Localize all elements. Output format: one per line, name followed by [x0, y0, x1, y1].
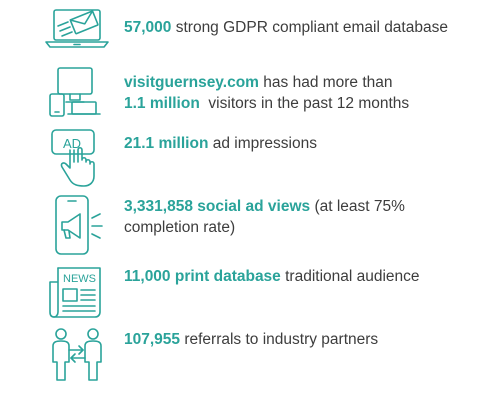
stat-row-ad-impressions: AD 21.1 million ad impressions — [0, 128, 500, 190]
stat-highlight: visitguernsey.com — [124, 74, 259, 91]
devices-icon — [44, 64, 110, 120]
stat-description: has had more than — [258, 74, 393, 91]
stat-text-ad-impressions: 21.1 million ad impressions — [124, 133, 494, 154]
phone-megaphone-icon — [44, 194, 110, 256]
stat-text-website: visitguernsey.com has had more than 1.1 … — [124, 72, 494, 114]
newspaper-icon: NEWS — [44, 264, 110, 320]
stat-description: referrals to industry partners — [180, 331, 379, 348]
laptop-email-icon — [44, 4, 110, 52]
stat-row-email: 57,000 strong GDPR compliant email datab… — [0, 4, 500, 54]
stat-highlight: 11,000 print database — [124, 268, 281, 285]
stat-highlight: 107,955 — [124, 331, 181, 348]
stat-description: (at least 75% — [310, 198, 405, 215]
stat-line-1: visitguernsey.com has had more than — [124, 72, 494, 93]
stat-text-print-database: 11,000 print database traditional audien… — [124, 266, 494, 287]
stat-description: ad impressions — [208, 135, 317, 152]
stat-text-email: 57,000 strong GDPR compliant email datab… — [124, 17, 494, 38]
news-label: NEWS — [63, 273, 96, 285]
stat-text-referrals: 107,955 referrals to industry partners — [124, 329, 494, 350]
referral-people-icon — [44, 326, 110, 384]
stat-line-2: 1.1 million visitors in the past 12 mont… — [124, 93, 494, 114]
stat-highlight: 3,331,858 social ad views — [124, 198, 311, 215]
stat-description-2: visitors in the past 12 months — [199, 95, 410, 112]
stat-line-2: completion rate) — [124, 219, 236, 236]
stat-description: strong GDPR compliant email database — [171, 19, 448, 36]
stat-row-print-database: NEWS 11,000 print database traditional a… — [0, 262, 500, 320]
stat-row-referrals: 107,955 referrals to industry partners — [0, 326, 500, 386]
stat-highlight: 21.1 million — [124, 135, 209, 152]
ad-click-icon: AD — [44, 128, 110, 190]
stat-text-social-ad-views: 3,331,858 social ad views (at least 75% … — [124, 196, 494, 238]
stat-row-social-ad-views: 3,331,858 social ad views (at least 75% … — [0, 190, 500, 258]
ad-label: AD — [63, 136, 81, 151]
stat-highlight-2: 1.1 million — [124, 95, 200, 112]
stat-highlight: 57,000 — [124, 19, 172, 36]
stat-row-website: visitguernsey.com has had more than 1.1 … — [0, 62, 500, 122]
stat-line-1: 3,331,858 social ad views (at least 75% — [124, 196, 494, 217]
stat-description: traditional audience — [280, 268, 420, 285]
